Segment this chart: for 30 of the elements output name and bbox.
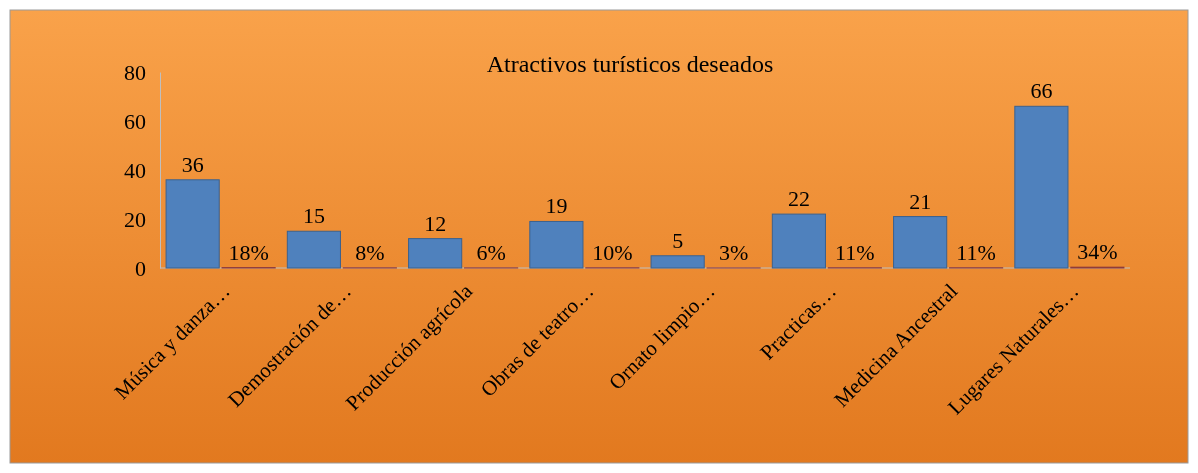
data-label: 3% bbox=[718, 239, 749, 265]
bar bbox=[286, 230, 341, 269]
data-label: 11% bbox=[956, 239, 996, 265]
data-label: 36 bbox=[181, 151, 204, 177]
chart-title: Atractivos turísticos deseados bbox=[486, 51, 774, 77]
data-label: 11% bbox=[835, 239, 875, 265]
data-label: 8% bbox=[355, 239, 385, 265]
bar bbox=[893, 216, 948, 269]
data-label: 21 bbox=[909, 188, 932, 214]
data-label: 22 bbox=[787, 186, 810, 212]
data-label: 10% bbox=[592, 239, 633, 265]
bar bbox=[650, 255, 705, 269]
y-tick-label: 60 bbox=[124, 108, 146, 134]
bar bbox=[529, 220, 584, 269]
data-label: 18% bbox=[228, 239, 269, 265]
data-label: 5 bbox=[672, 227, 684, 253]
y-tick-label: 20 bbox=[124, 206, 146, 232]
bar bbox=[1014, 105, 1069, 269]
y-tick-label: 40 bbox=[124, 157, 146, 183]
y-tick-label: 80 bbox=[124, 59, 146, 85]
data-label: 19 bbox=[545, 193, 568, 219]
data-label: 6% bbox=[476, 239, 506, 265]
y-tick-label: 0 bbox=[135, 255, 146, 281]
bar bbox=[165, 179, 220, 269]
bar bbox=[771, 213, 826, 269]
data-label: 15 bbox=[302, 203, 325, 229]
data-label: 66 bbox=[1030, 78, 1053, 104]
data-label: 34% bbox=[1077, 239, 1118, 265]
bar bbox=[408, 238, 463, 269]
data-label: 12 bbox=[424, 210, 447, 236]
